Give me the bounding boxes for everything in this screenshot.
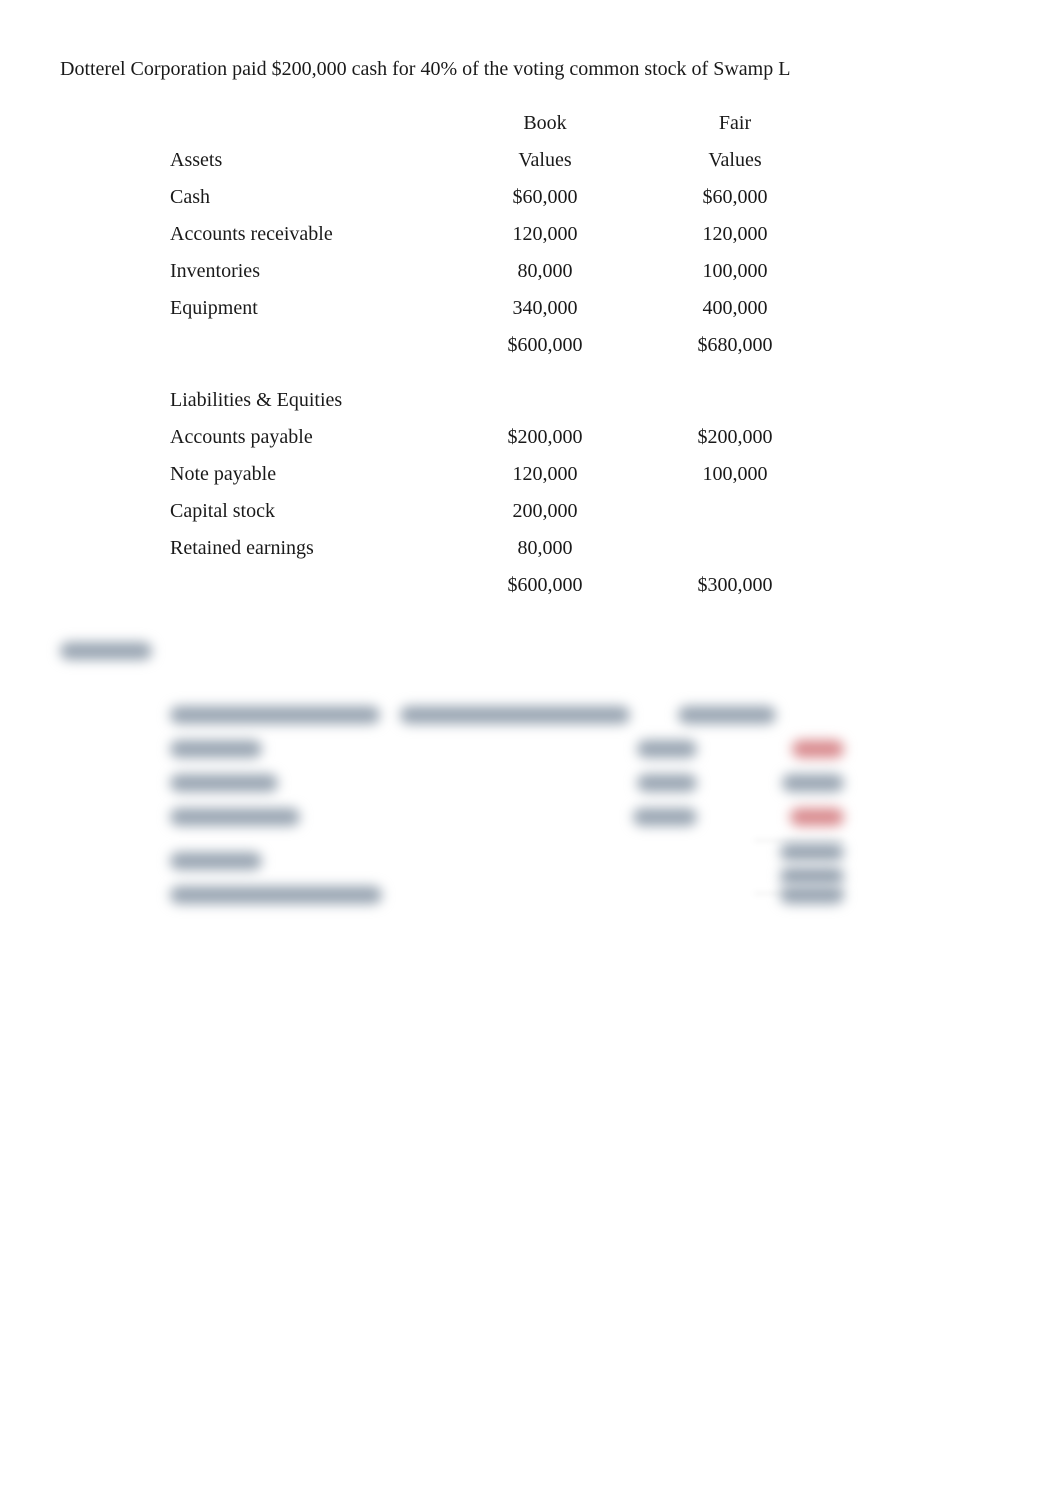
row-label: Note payable xyxy=(170,456,460,493)
blurred-cell xyxy=(170,740,262,758)
row-book: $600,000 xyxy=(460,327,630,364)
fair-header: Fair xyxy=(630,105,840,142)
blurred-row xyxy=(170,804,850,830)
blurred-cell xyxy=(170,886,382,904)
assets-title: Assets xyxy=(170,142,460,179)
row-fair: 100,000 xyxy=(630,456,840,493)
table-row: Capital stock 200,000 xyxy=(170,493,840,530)
blurred-table xyxy=(170,702,850,908)
liabilities-title: Liabilities & Equities xyxy=(170,382,460,419)
row-book: $600,000 xyxy=(460,567,630,604)
row-label xyxy=(170,567,460,604)
blurred-heading xyxy=(60,642,152,660)
row-fair: $200,000 xyxy=(630,419,840,456)
row-book: $60,000 xyxy=(460,179,630,216)
row-book: $200,000 xyxy=(460,419,630,456)
row-book: 120,000 xyxy=(460,216,630,253)
blurred-cell xyxy=(780,843,844,861)
blurred-answer-section xyxy=(60,642,1062,908)
row-fair: 100,000 xyxy=(630,253,840,290)
table-row: Cash $60,000 $60,000 xyxy=(170,179,840,216)
blurred-cell xyxy=(792,740,844,758)
table-row: Accounts payable $200,000 $200,000 xyxy=(170,419,840,456)
intro-text: Dotterel Corporation paid $200,000 cash … xyxy=(60,58,1062,81)
row-fair: 120,000 xyxy=(630,216,840,253)
book-header: Book xyxy=(460,105,630,142)
blurred-cell xyxy=(780,886,844,904)
table-row: Note payable 120,000 100,000 xyxy=(170,456,840,493)
row-fair xyxy=(630,493,840,530)
blurred-cell xyxy=(782,774,844,792)
blurred-row xyxy=(170,736,850,762)
table-row: Accounts receivable 120,000 120,000 xyxy=(170,216,840,253)
blurred-cell xyxy=(633,808,697,826)
blank-cell xyxy=(170,105,460,142)
row-fair: $300,000 xyxy=(630,567,840,604)
blurred-cell xyxy=(400,706,630,724)
row-label: Inventories xyxy=(170,253,460,290)
blurred-cell xyxy=(170,706,380,724)
header-row-1: Book Fair xyxy=(170,105,840,142)
blurred-cell xyxy=(637,774,697,792)
row-label: Accounts payable xyxy=(170,419,460,456)
row-book: 120,000 xyxy=(460,456,630,493)
row-label: Retained earnings xyxy=(170,530,460,567)
row-label xyxy=(170,327,460,364)
row-label: Cash xyxy=(170,179,460,216)
row-label: Capital stock xyxy=(170,493,460,530)
balance-sheet-table: Book Fair Assets Values Values Cash $60,… xyxy=(170,105,840,604)
row-fair: 400,000 xyxy=(630,290,840,327)
row-fair: $680,000 xyxy=(630,327,840,364)
table-row: Inventories 80,000 100,000 xyxy=(170,253,840,290)
blurred-row xyxy=(170,770,850,796)
assets-total-row: $600,000 $680,000 xyxy=(170,327,840,364)
blurred-row xyxy=(170,882,850,908)
row-fair xyxy=(630,530,840,567)
liabilities-title-row: Liabilities & Equities xyxy=(170,382,840,419)
fair-values-header: Values xyxy=(630,142,840,179)
blurred-cell xyxy=(637,740,697,758)
row-book: 80,000 xyxy=(460,530,630,567)
blurred-cell xyxy=(170,808,300,826)
blurred-row xyxy=(170,848,850,874)
book-values-header: Values xyxy=(460,142,630,179)
table-row: Equipment 340,000 400,000 xyxy=(170,290,840,327)
row-label: Equipment xyxy=(170,290,460,327)
blurred-header-row xyxy=(170,702,850,728)
row-fair: $60,000 xyxy=(630,179,840,216)
blurred-cell xyxy=(170,774,278,792)
blurred-cell xyxy=(678,706,776,724)
blurred-cell xyxy=(780,867,844,885)
table-row: Retained earnings 80,000 xyxy=(170,530,840,567)
row-book: 80,000 xyxy=(460,253,630,290)
row-book: 340,000 xyxy=(460,290,630,327)
header-row-2: Assets Values Values xyxy=(170,142,840,179)
row-book: 200,000 xyxy=(460,493,630,530)
blurred-cell xyxy=(790,808,844,826)
row-label: Accounts receivable xyxy=(170,216,460,253)
blurred-cell xyxy=(170,852,262,870)
liabilities-total-row: $600,000 $300,000 xyxy=(170,567,840,604)
